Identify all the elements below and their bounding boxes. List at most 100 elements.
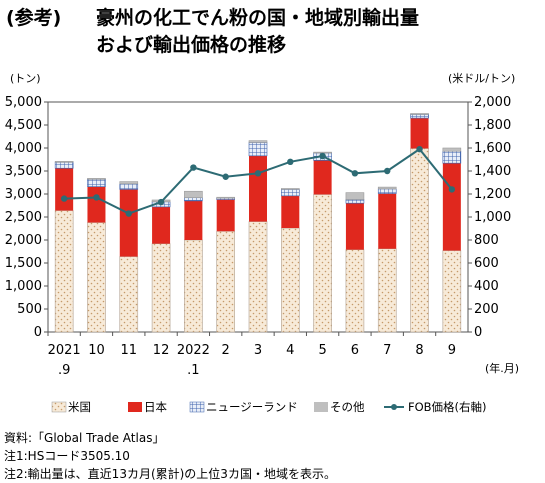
x-tick-label: 8 bbox=[415, 343, 423, 358]
left-tick-label: 2,000 bbox=[5, 233, 42, 248]
right-tick-label: 800 bbox=[474, 233, 499, 248]
legend-swatch-us bbox=[51, 401, 67, 413]
fob-price-point bbox=[351, 170, 359, 177]
fob-price-point bbox=[93, 194, 100, 201]
bar-other bbox=[54, 161, 74, 163]
title-label: (参考) bbox=[6, 6, 61, 29]
right-tick-label: 1,000 bbox=[474, 210, 511, 225]
bar-us bbox=[248, 221, 268, 333]
right-tick-label: 1,400 bbox=[474, 164, 511, 179]
legend-marker-fob bbox=[391, 404, 397, 410]
left-tick-label: 500 bbox=[17, 302, 42, 317]
bar-us bbox=[184, 239, 203, 333]
x-tick-label: 11 bbox=[120, 343, 137, 358]
right-tick-label: 200 bbox=[474, 302, 499, 317]
bars bbox=[54, 113, 462, 333]
bar-nz bbox=[87, 178, 106, 187]
legend-label-nz: ニュージーランド bbox=[206, 400, 298, 414]
x-tick-label: .9 bbox=[58, 363, 70, 378]
x-axis: 2021 .9 10 11 12 2022 .1 2 3 4 5 6 7 8 9 bbox=[47, 332, 456, 378]
left-tick-label: 3,000 bbox=[5, 187, 42, 202]
fob-price-point bbox=[60, 195, 68, 202]
x-tick-label: 6 bbox=[351, 343, 359, 358]
bar-japan bbox=[87, 186, 106, 223]
chart-title-line1: 豪州の化工でん粉の国・地域別輸出量 bbox=[96, 6, 419, 29]
bar-japan bbox=[442, 163, 461, 251]
bar-japan bbox=[216, 199, 235, 232]
bar-other bbox=[184, 190, 203, 198]
fob-price-point bbox=[125, 210, 132, 217]
bar-us bbox=[281, 227, 300, 333]
right-tick-label: 600 bbox=[474, 256, 499, 271]
bar-us bbox=[345, 249, 365, 333]
bar-nz bbox=[377, 188, 397, 194]
right-axis-unit: (米ドル/トン) bbox=[448, 72, 515, 85]
bar-us bbox=[313, 194, 332, 333]
bar-japan bbox=[410, 118, 429, 149]
bar-us bbox=[216, 230, 235, 333]
note-2: 注2:輸出量は、直近13カ月(累計)の上位3カ国・地域を表示。 bbox=[4, 466, 336, 481]
bar-japan bbox=[345, 203, 364, 250]
x-tick-label: 2021 bbox=[48, 343, 81, 358]
bar-us bbox=[151, 243, 171, 333]
left-tick-label: 2,500 bbox=[5, 210, 42, 225]
x-tick-label: .1 bbox=[187, 363, 199, 378]
bar-other bbox=[281, 188, 300, 190]
legend: 米国 日本 ニュージーランド その他 FOB価格(右軸) bbox=[51, 400, 487, 414]
x-tick-label: 10 bbox=[88, 343, 105, 358]
bar-other bbox=[377, 186, 397, 190]
right-tick-label: 400 bbox=[474, 279, 499, 294]
right-axis: 0 200 400 600 800 1,000 1,200 1,400 1,600 1,800 2,… bbox=[468, 95, 511, 340]
bar-us bbox=[410, 148, 429, 333]
legend-label-us: 米国 bbox=[68, 400, 91, 414]
bar-nz bbox=[119, 183, 139, 190]
bar-us bbox=[377, 248, 397, 333]
left-tick-label: 4,500 bbox=[5, 118, 42, 133]
left-tick-label: 5,000 bbox=[5, 95, 42, 110]
legend-label-fob: FOB価格(右軸) bbox=[408, 400, 487, 414]
left-axis: 0 500 1,000 1,500 2,000 2,500 3,000 3,500 4,000 4… bbox=[5, 95, 48, 340]
bar-japan bbox=[378, 193, 397, 249]
fob-price-point bbox=[287, 158, 294, 165]
bar-japan bbox=[313, 160, 332, 195]
fob-price-point bbox=[254, 170, 262, 177]
x-tick-label: 4 bbox=[286, 343, 294, 358]
x-tick-label: 7 bbox=[383, 343, 391, 358]
bar-other bbox=[216, 196, 235, 199]
fob-price-point bbox=[319, 152, 326, 160]
right-tick-label: 2,000 bbox=[474, 95, 511, 110]
bar-nz bbox=[442, 150, 462, 164]
x-tick-label: 5 bbox=[318, 343, 326, 358]
bar-japan bbox=[249, 155, 267, 222]
left-axis-unit: (トン) bbox=[10, 72, 41, 85]
bar-japan bbox=[55, 168, 74, 211]
x-tick-label: 9 bbox=[448, 343, 456, 358]
left-tick-label: 1,000 bbox=[5, 279, 42, 294]
note-source: 資料:「Global Trade Atlas」 bbox=[4, 431, 164, 445]
x-tick-label: 2 bbox=[222, 343, 230, 358]
fob-price-point bbox=[190, 164, 197, 171]
bar-japan bbox=[281, 195, 300, 229]
bar-other bbox=[345, 192, 365, 200]
bar-other bbox=[87, 178, 106, 180]
bar-nz bbox=[248, 142, 268, 157]
right-tick-label: 1,800 bbox=[474, 118, 511, 133]
left-tick-label: 1,500 bbox=[5, 256, 42, 271]
fob-price-point bbox=[416, 145, 423, 153]
x-tick-label: 3 bbox=[254, 343, 262, 358]
bar-japan bbox=[119, 189, 138, 257]
bar-us bbox=[119, 256, 139, 333]
legend-label-japan: 日本 bbox=[144, 400, 167, 414]
bar-nz bbox=[281, 189, 300, 197]
right-tick-label: 1,600 bbox=[474, 141, 511, 156]
bar-us bbox=[87, 222, 106, 333]
left-tick-label: 3,500 bbox=[5, 164, 42, 179]
bar-nz bbox=[410, 114, 429, 119]
bar-other bbox=[442, 147, 462, 152]
legend-swatch-japan bbox=[128, 402, 142, 412]
legend-swatch-other bbox=[314, 402, 328, 412]
bar-other bbox=[119, 181, 139, 185]
fob-price-point bbox=[222, 173, 229, 180]
fob-price-point bbox=[448, 186, 456, 193]
